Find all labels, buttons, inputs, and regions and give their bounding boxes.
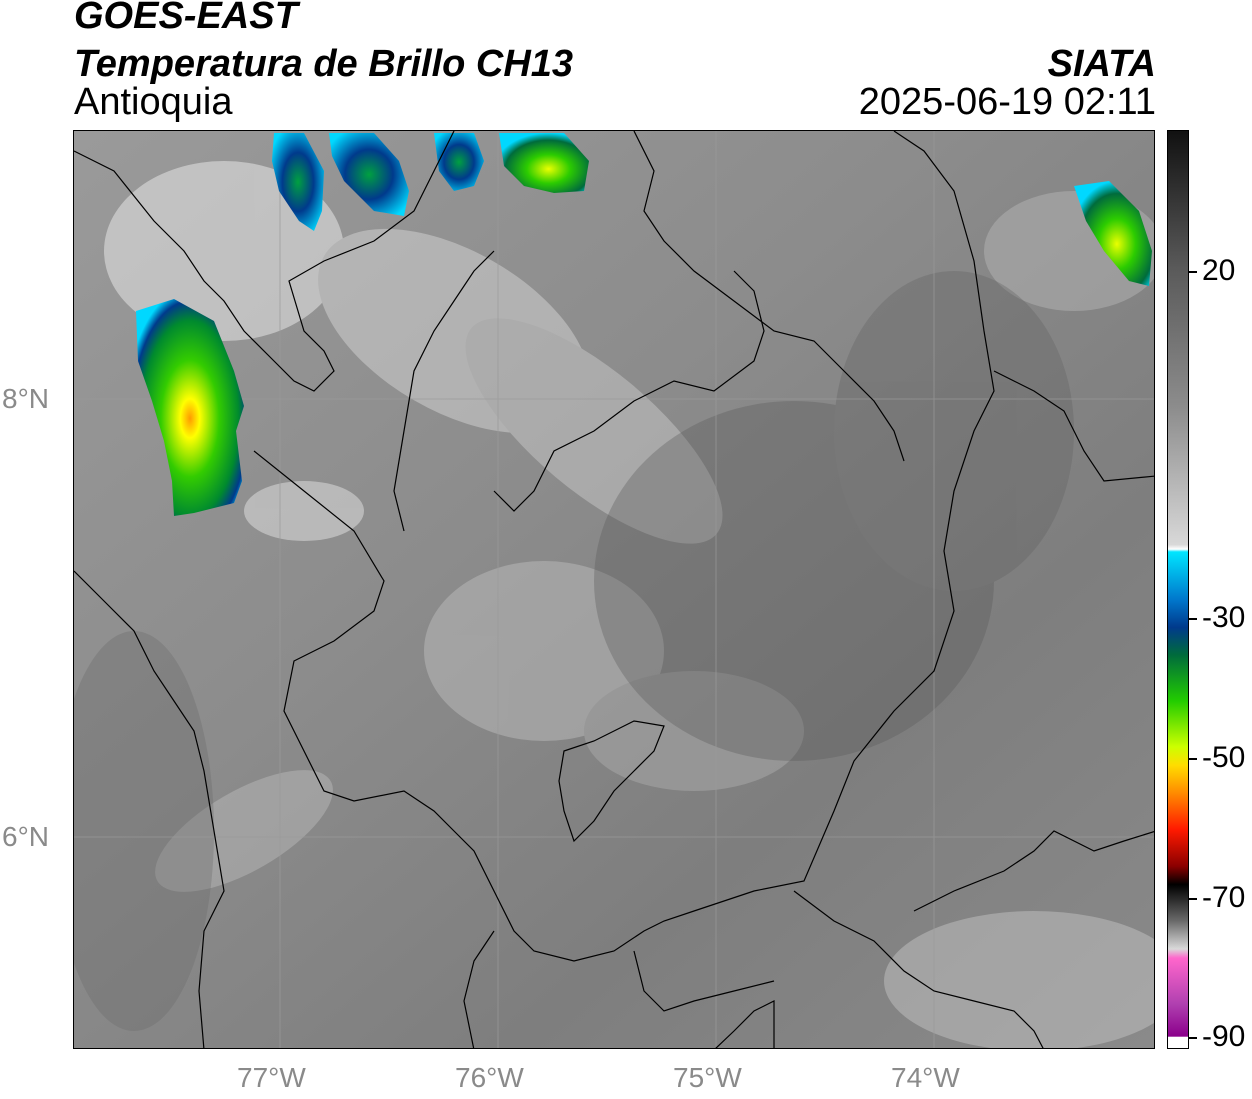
boundary-north: [393, 250, 495, 532]
map-canvas: [74, 131, 1154, 1048]
boundary-medellin: [558, 720, 665, 843]
storm-cells: [136, 133, 1152, 516]
boundary-cordoba: [633, 131, 905, 462]
title-organization: SIATA: [1047, 43, 1156, 85]
colorbar-canvas: [1168, 131, 1188, 1048]
boundary-south-3: [793, 890, 1044, 1048]
coastline-caribbean: [74, 131, 455, 392]
boundary-choco-inner: [493, 270, 765, 512]
colorbar-tick-20: [1189, 271, 1197, 273]
coastline-pacific: [74, 570, 225, 1048]
darker-regions: [74, 271, 1074, 1031]
cloud-streaks: [104, 161, 1154, 1048]
boundary-southeast: [913, 830, 1154, 912]
lat-label-6n: 6°N: [2, 821, 49, 852]
colorbar-label-20: 20: [1202, 254, 1236, 287]
boundary-east: [993, 370, 1154, 482]
boundary-south-2: [633, 950, 775, 1012]
title-region: Antioquia: [74, 81, 233, 123]
storm-cell-north-3: [434, 133, 484, 191]
colorbar-label-minus70: -70: [1202, 881, 1246, 914]
antioquia-boundary: [253, 131, 995, 962]
title-satellite: GOES-EAST: [74, 0, 298, 37]
boundary-south-4: [715, 1000, 775, 1048]
lon-label-75w: 75°W: [673, 1062, 742, 1093]
colorbar-tick-minus70: [1189, 898, 1197, 900]
colorbar: [1167, 130, 1189, 1049]
storm-cell-north-2: [329, 133, 409, 216]
title-product: Temperatura de Brillo CH13: [74, 43, 574, 85]
gridlines: [74, 131, 1154, 1048]
lon-label-76w: 76°W: [455, 1062, 524, 1093]
storm-cell-north-1: [272, 133, 324, 231]
storm-cell-northeast: [1074, 181, 1152, 286]
colorbar-tick-minus90: [1189, 1037, 1197, 1039]
map-panel: [73, 130, 1155, 1049]
colorbar-label-minus90: -90: [1202, 1020, 1246, 1053]
lon-label-77w: 77°W: [237, 1062, 306, 1093]
colorbar-tick-minus50: [1189, 758, 1197, 760]
colorbar-label-minus50: -50: [1202, 741, 1246, 774]
storm-cell-west: [136, 299, 244, 516]
colorbar-tick-minus30: [1189, 618, 1197, 620]
lat-label-8n: 8°N: [2, 383, 49, 414]
title-timestamp: 2025-06-19 02:11: [858, 81, 1156, 123]
colorbar-label-minus30: -30: [1202, 601, 1246, 634]
boundary-south-1: [463, 930, 495, 1048]
lon-label-74w: 74°W: [891, 1062, 960, 1093]
storm-cell-north-4: [499, 133, 589, 193]
boundaries: [74, 131, 1154, 1048]
